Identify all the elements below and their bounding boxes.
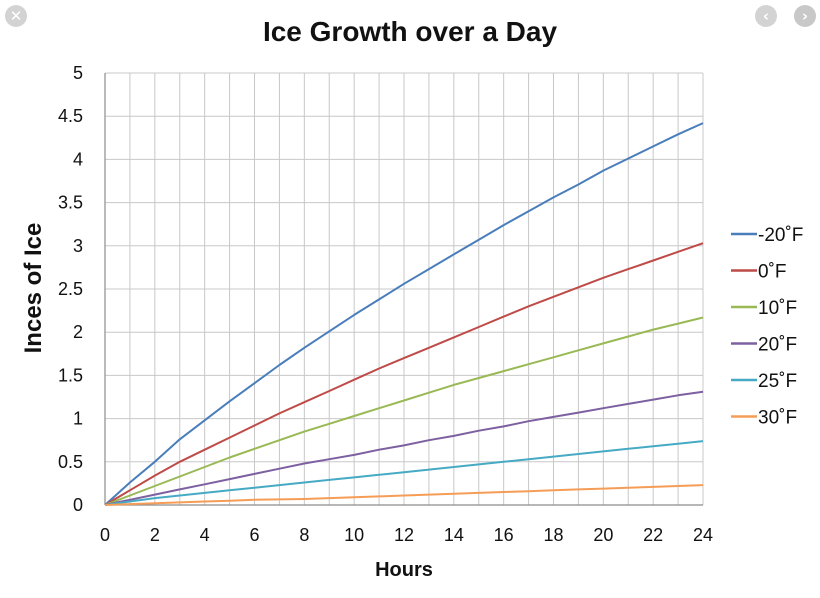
x-tick-label: 8 — [299, 525, 309, 545]
y-axis-label: Inces of Ice — [20, 223, 47, 354]
close-icon: ✕ — [9, 7, 23, 25]
y-tick-label: 3.5 — [58, 193, 83, 213]
y-tick-label: 1.5 — [58, 365, 83, 385]
legend-label: 0˚F — [758, 262, 787, 283]
x-tick-label: 20 — [593, 525, 613, 545]
x-tick-label: 22 — [643, 525, 663, 545]
series-line — [104, 242, 704, 506]
series-line — [104, 316, 704, 506]
legend-label: -20˚F — [758, 225, 803, 246]
chevron-left-icon: ‹ — [762, 7, 770, 25]
y-tick-label: 0.5 — [58, 452, 83, 472]
previous-button[interactable]: ‹ — [755, 5, 777, 27]
chart-legend: -20˚F 0˚F 10˚F 20˚F 25˚F 30˚F — [731, 225, 803, 429]
y-tick-label: 5 — [73, 63, 83, 83]
axis-ticks: 0 2 4 6 8 10 12 14 16 18 20 22 2400.511.522.533.544.… — [58, 63, 713, 545]
legend-label: 30˚F — [758, 408, 797, 429]
chart-title: Ice Growth over a Day — [263, 16, 558, 47]
close-button[interactable]: ✕ — [5, 5, 27, 27]
y-tick-label: 3 — [73, 236, 83, 256]
next-button[interactable]: › — [794, 5, 816, 27]
chart-grid — [104, 72, 704, 506]
legend-label: 25˚F — [758, 371, 797, 392]
x-tick-label: 6 — [249, 525, 259, 545]
series-line — [104, 390, 704, 506]
series-line — [104, 122, 704, 506]
y-tick-label: 2.5 — [58, 279, 83, 299]
series-line — [104, 440, 704, 506]
y-tick-label: 0 — [73, 495, 83, 515]
y-tick-label: 4.5 — [58, 106, 83, 126]
chevron-right-icon: › — [801, 7, 809, 25]
series-lines — [104, 122, 704, 506]
series-line — [104, 484, 704, 506]
x-tick-label: 16 — [494, 525, 514, 545]
x-tick-label: 4 — [200, 525, 210, 545]
x-tick-label: 2 — [150, 525, 160, 545]
x-tick-label: 10 — [344, 525, 364, 545]
legend-label: 10˚F — [758, 298, 797, 319]
x-tick-label: 18 — [543, 525, 563, 545]
x-tick-label: 12 — [394, 525, 414, 545]
y-tick-label: 1 — [73, 409, 83, 429]
x-tick-label: 0 — [100, 525, 110, 545]
x-axis-label: Hours — [375, 559, 433, 581]
y-tick-label: 4 — [73, 149, 83, 169]
x-tick-label: 14 — [444, 525, 464, 545]
x-tick-label: 24 — [693, 525, 713, 545]
legend-label: 20˚F — [758, 335, 797, 356]
y-tick-label: 2 — [73, 322, 83, 342]
